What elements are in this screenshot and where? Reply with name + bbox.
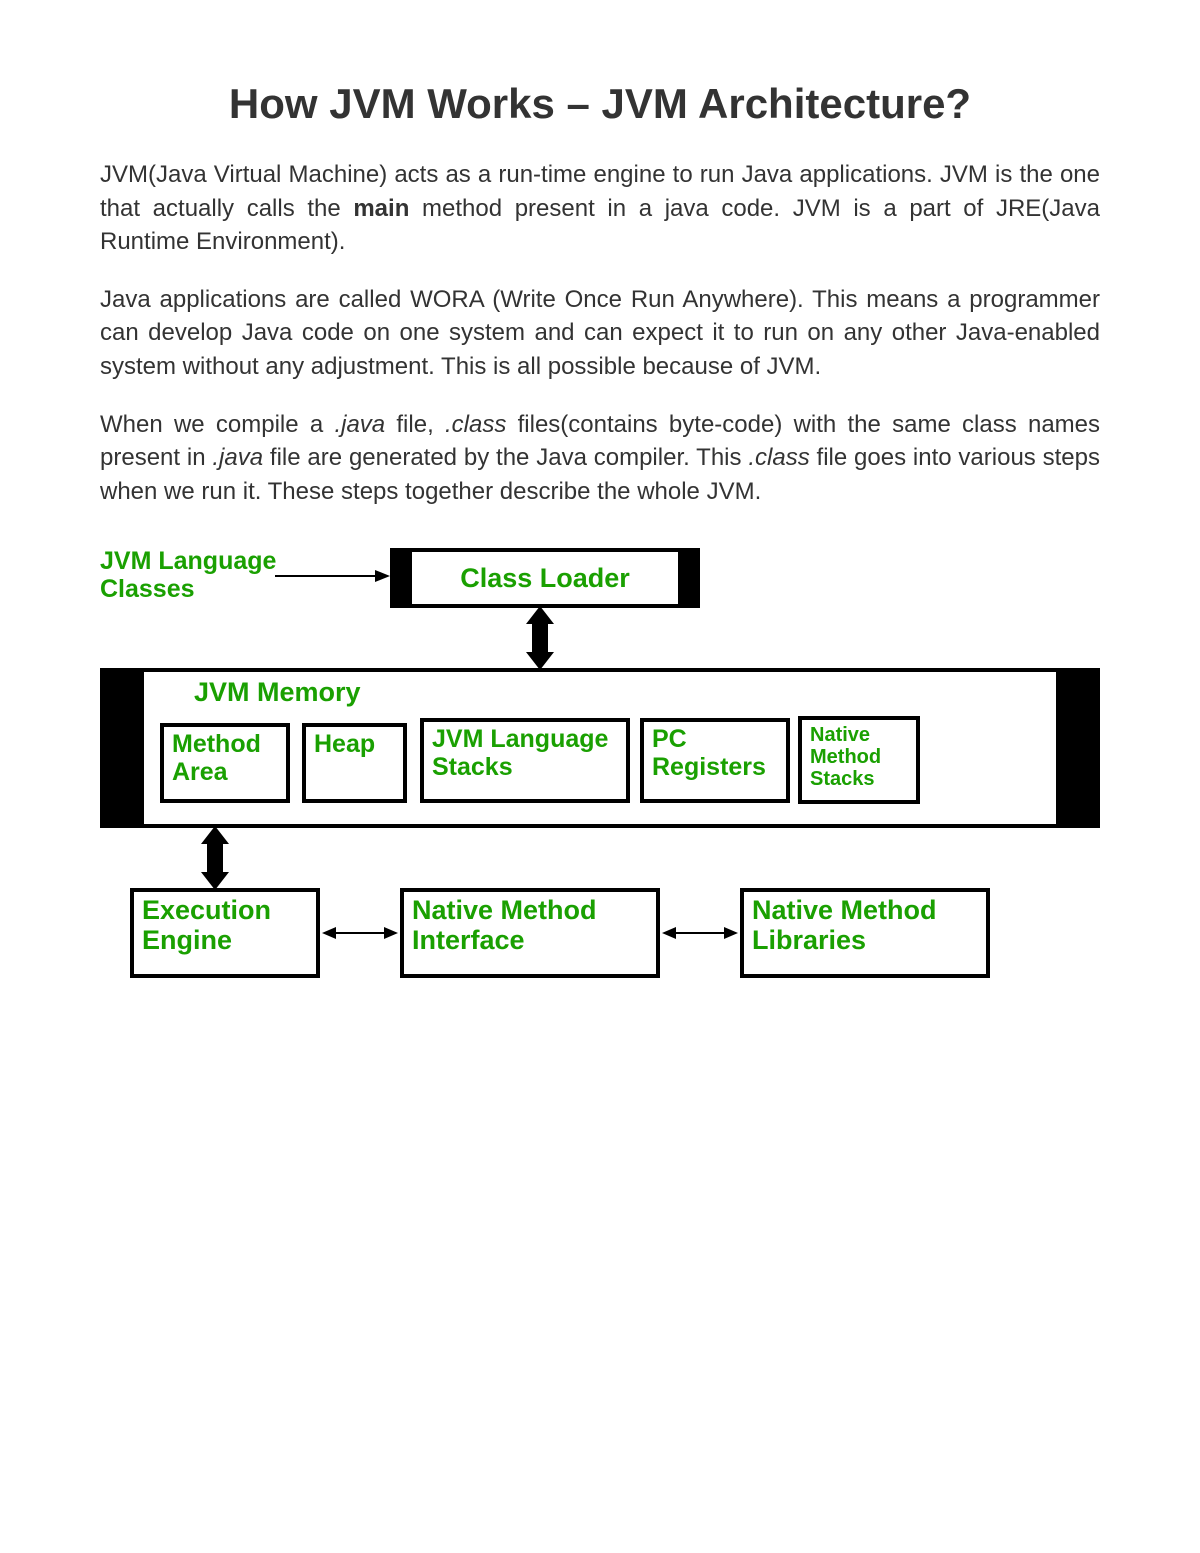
arrow-memory-execution — [195, 826, 235, 890]
execution-engine-box: Execution Engine — [130, 888, 320, 978]
p3-text-d: file are generated by the Java compiler.… — [263, 444, 748, 471]
paragraph-1: JVM(Java Virtual Machine) acts as a run-… — [100, 158, 1100, 259]
jvm-memory-sidecap-left — [104, 672, 144, 824]
native-method-interface-box: Native Method Interface — [400, 888, 660, 978]
paragraph-3: When we compile a .java file, .class fil… — [100, 408, 1100, 509]
native-method-libraries-box: Native Method Libraries — [740, 888, 990, 978]
p3-text-a: When we compile a — [100, 411, 334, 438]
method-area-label: Method Area — [172, 731, 278, 786]
class-loader-sidecap-right — [678, 552, 696, 604]
jvm-language-stacks-label: JVM Language Stacks — [432, 726, 618, 781]
jvm-language-classes-label: JVM Language Classes — [100, 548, 280, 603]
native-method-libraries-label: Native Method Libraries — [752, 896, 978, 955]
native-method-stacks-box: Native Method Stacks — [798, 716, 920, 804]
heap-box: Heap — [302, 723, 407, 803]
heap-label: Heap — [314, 731, 375, 759]
method-area-box: Method Area — [160, 723, 290, 803]
jvm-memory-label: JVM Memory — [194, 678, 361, 708]
p3-italic-2: .class — [445, 411, 506, 438]
jvm-architecture-diagram: JVM Language Classes Class Loader JVM Me… — [100, 548, 1100, 1048]
arrow-classes-to-classloader — [275, 566, 390, 586]
execution-engine-label: Execution Engine — [142, 896, 308, 955]
arrow-exec-nmi — [322, 923, 398, 943]
jvm-memory-sidecap-right — [1056, 672, 1096, 824]
paragraph-2: Java applications are called WORA (Write… — [100, 283, 1100, 384]
arrow-classloader-memory — [520, 606, 560, 670]
p3-italic-1: .java — [334, 411, 385, 438]
p3-italic-3: .java — [212, 444, 263, 471]
native-method-interface-label: Native Method Interface — [412, 896, 648, 955]
class-loader-sidecap-left — [394, 552, 412, 604]
p3-italic-4: .class — [748, 444, 809, 471]
class-loader-label: Class Loader — [460, 564, 630, 594]
pc-registers-box: PC Registers — [640, 718, 790, 803]
page-title: How JVM Works – JVM Architecture? — [100, 80, 1100, 128]
class-loader-box: Class Loader — [390, 548, 700, 608]
native-method-stacks-label: Native Method Stacks — [810, 724, 908, 790]
arrow-nmi-nml — [662, 923, 738, 943]
p3-text-b: file, — [385, 411, 445, 438]
p1-bold: main — [353, 195, 409, 222]
jvm-language-stacks-box: JVM Language Stacks — [420, 718, 630, 803]
pc-registers-label: PC Registers — [652, 726, 778, 781]
